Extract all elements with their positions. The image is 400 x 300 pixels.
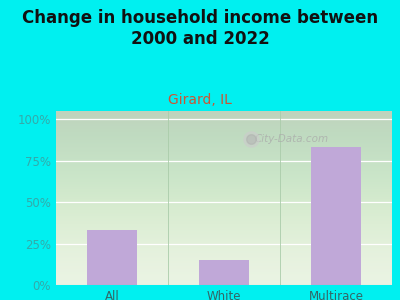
Bar <box>311 148 361 285</box>
Bar <box>199 260 249 285</box>
Text: City-Data.com: City-Data.com <box>254 134 328 144</box>
Text: Girard, IL: Girard, IL <box>168 92 232 106</box>
Text: Change in household income between
2000 and 2022: Change in household income between 2000 … <box>22 9 378 48</box>
Bar <box>87 230 137 285</box>
